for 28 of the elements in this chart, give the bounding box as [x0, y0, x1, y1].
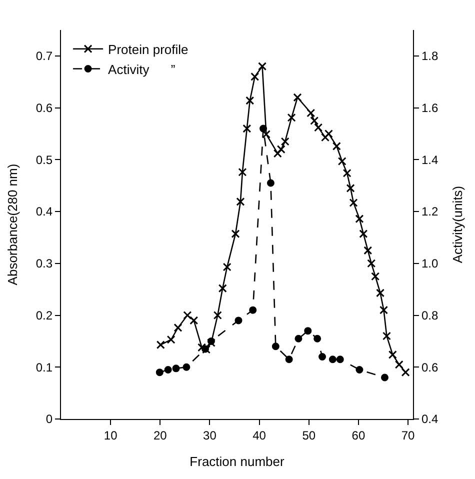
- x-tick-label: 20: [153, 428, 168, 442]
- y2-tick-label: 1.0: [422, 256, 439, 271]
- x-tick-label: 70: [401, 428, 416, 442]
- legend-label: Activity ”: [108, 62, 176, 77]
- y2-tick-label: 1.2: [422, 204, 439, 219]
- y-tick-label: 0.7: [36, 49, 53, 64]
- y-tick-label: 0.2: [36, 308, 53, 322]
- y2-tick-label: 0.4: [422, 412, 439, 426]
- y-tick-label: 0.6: [36, 101, 53, 115]
- y2-tick-label: 0.8: [422, 308, 439, 322]
- y-axis-title: Absorbance(280 nm): [4, 164, 20, 286]
- x-tick-label: 60: [352, 428, 366, 442]
- x-tick-label: 30: [203, 428, 217, 442]
- y2-tick-label: 1.4: [422, 152, 439, 167]
- y2-tick-label: 1.6: [422, 101, 439, 115]
- y-tick-label: 0.1: [36, 360, 53, 374]
- x-tick-label: 10: [104, 428, 118, 442]
- legend-label: Protein profile: [108, 42, 188, 57]
- y-tick-label: 0.5: [36, 152, 53, 167]
- y-tick-label: 0.3: [36, 256, 53, 271]
- x-tick-label: 50: [302, 428, 316, 442]
- y2-tick-label: 0.6: [422, 360, 439, 374]
- x-tick-label: 40: [252, 428, 266, 442]
- y-tick-label: 0: [46, 412, 53, 426]
- x-axis-title: Fraction number: [190, 454, 285, 470]
- y2-axis-title: Activity(units): [450, 186, 466, 264]
- y2-tick-label: 1.8: [422, 49, 439, 64]
- y-tick-label: 0.4: [36, 204, 53, 219]
